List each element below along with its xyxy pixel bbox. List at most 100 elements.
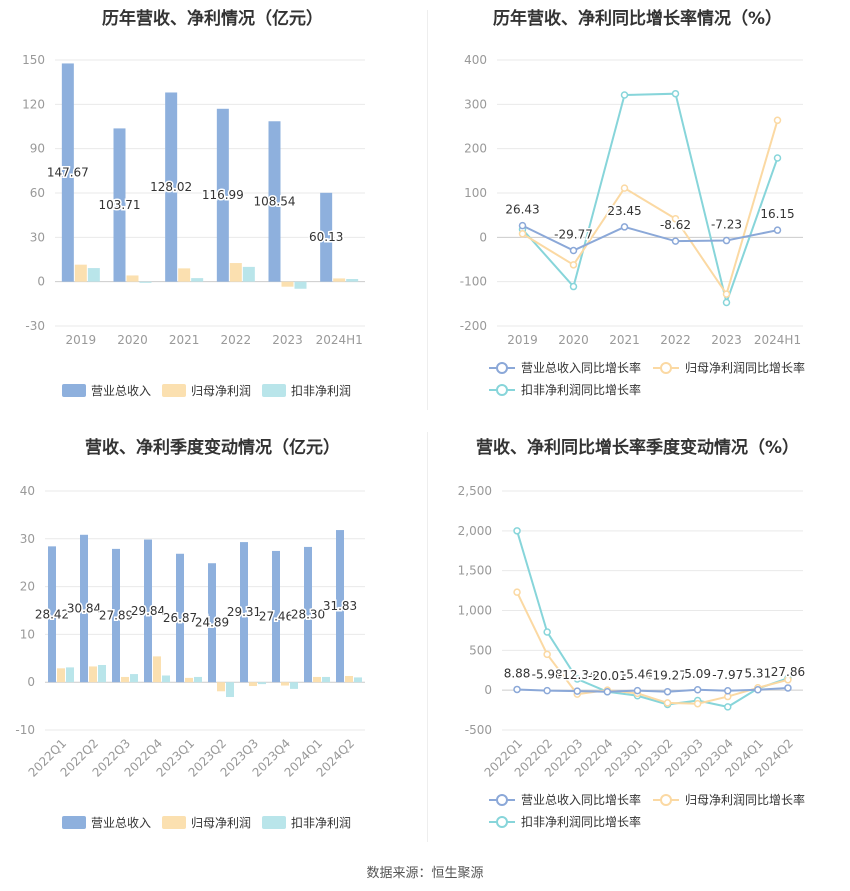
- data-label: -8.62: [660, 218, 691, 232]
- data-point: [671, 89, 680, 98]
- data-point: [573, 687, 581, 695]
- quarterly-growth-panel: 营收、净利同比增长率季度变动情况（%） -500 0 500 1,000 1,500 2,…: [425, 425, 850, 855]
- legend-marker: [660, 362, 672, 374]
- data-point: [663, 699, 672, 707]
- data-point: [784, 684, 792, 692]
- x-tick-label: 2021: [609, 333, 640, 347]
- legend-swatch: [262, 816, 286, 829]
- y-tick-label: -100: [460, 275, 487, 289]
- quarterly-revenue-profit-panel: 营收、净利季度变动情况（亿元） -10 0 10 20 30 40 2022Q1 2022Q2…: [0, 425, 425, 855]
- bar: [139, 281, 152, 283]
- y-tick-label: -200: [460, 319, 487, 333]
- data-point: [773, 154, 782, 162]
- data-point: [543, 650, 551, 659]
- data-label: -20.01: [588, 669, 627, 683]
- legend-marker: [496, 794, 508, 806]
- bar: [112, 548, 120, 683]
- legend-swatch: [162, 384, 186, 397]
- bar: [74, 264, 87, 282]
- legend-label: 扣非净利润: [291, 384, 351, 398]
- legend-label: 归母净利润: [191, 816, 251, 830]
- bar: [194, 676, 202, 683]
- y-tick-label: 30: [20, 532, 35, 546]
- bar: [98, 664, 106, 683]
- y-tick-label: 300: [464, 97, 487, 111]
- data-label: 29.84: [131, 604, 165, 618]
- bar: [208, 563, 216, 683]
- annual-growth-chart: -200 -100 0 100 200 300 400 2019 2020 2021 2022 202…: [460, 53, 805, 397]
- bar: [165, 92, 178, 282]
- bar: [333, 278, 346, 282]
- bar: [336, 530, 344, 683]
- quarterly-growth-chart: -50005001,0001,5002,0002,5002022Q12022Q2…: [458, 484, 807, 829]
- bar: [242, 266, 255, 282]
- legend-marker: [660, 794, 672, 806]
- series-line: [521, 92, 779, 307]
- data-point: [513, 588, 521, 596]
- legend-marker: [496, 816, 508, 828]
- y-tick-label: 20: [20, 580, 35, 594]
- data-label: 28.42: [35, 607, 69, 621]
- chart-title: 历年营收、净利同比增长率情况（%）: [492, 9, 783, 29]
- legend-label: 扣非净利润同比增长率: [521, 382, 641, 397]
- y-tick-label: -10: [15, 723, 35, 737]
- bar: [345, 675, 353, 683]
- x-tick-label: 2021: [169, 333, 200, 347]
- y-tick-label: 90: [30, 142, 45, 156]
- bar: [48, 546, 56, 683]
- data-label: 27.46: [259, 610, 293, 624]
- bar: [191, 278, 204, 282]
- legend-marker: [496, 362, 508, 374]
- data-point: [603, 688, 612, 696]
- data-point: [671, 237, 680, 245]
- data-label: 116.99: [202, 188, 244, 202]
- y-tick-label: 1,500: [458, 564, 492, 578]
- data-point: [722, 236, 731, 245]
- data-point: [518, 230, 527, 238]
- legend-label: 营业总收入同比增长率: [521, 360, 641, 375]
- data-label: 8.88: [504, 666, 531, 680]
- legend-label: 扣非净利润: [291, 816, 351, 830]
- y-tick-label: 0: [27, 675, 35, 689]
- y-tick-label: 100: [464, 186, 487, 200]
- legend-label: 营业总收入: [91, 816, 151, 830]
- data-point: [693, 686, 702, 694]
- y-tick-label: 2,000: [458, 524, 492, 538]
- data-label: 5.09: [684, 667, 711, 681]
- x-tick-label: 2024H1: [754, 333, 801, 347]
- data-point: [518, 221, 527, 230]
- data-point: [633, 686, 642, 695]
- legend-swatch: [62, 384, 86, 397]
- data-label: 29.31: [227, 605, 261, 619]
- bar: [66, 667, 74, 683]
- bar: [87, 268, 100, 282]
- y-tick-label: 120: [22, 97, 45, 111]
- data-label: -5.98: [532, 668, 563, 682]
- data-label: 30.84: [67, 601, 101, 615]
- bar: [61, 63, 74, 282]
- legend-label: 营业总收入: [91, 384, 151, 398]
- data-label: 23.45: [607, 204, 641, 218]
- data-label: -7.23: [711, 218, 742, 232]
- y-tick-label: 30: [30, 230, 45, 244]
- data-label: -7.97: [712, 668, 743, 682]
- x-tick-label: 2020: [558, 333, 589, 347]
- y-tick-label: 2,500: [458, 484, 492, 498]
- bar: [153, 656, 161, 683]
- bar: [176, 553, 184, 683]
- bar: [89, 666, 97, 683]
- quarterly-revenue-profit-chart: -100102030402022Q12022Q22022Q32022Q42023…: [15, 484, 365, 830]
- bar: [130, 674, 138, 683]
- bar: [57, 668, 65, 683]
- data-point: [663, 687, 672, 696]
- y-tick-label: 400: [464, 53, 487, 67]
- y-tick-label: 500: [469, 643, 492, 657]
- legend-marker: [496, 384, 508, 396]
- series-line: [516, 591, 789, 705]
- x-tick-label: 2024H1: [316, 333, 363, 347]
- bar: [268, 121, 281, 282]
- data-label: -29.77: [554, 228, 593, 242]
- data-label: 31.83: [323, 599, 357, 613]
- y-tick-label: -500: [465, 723, 492, 737]
- data-point: [722, 298, 731, 307]
